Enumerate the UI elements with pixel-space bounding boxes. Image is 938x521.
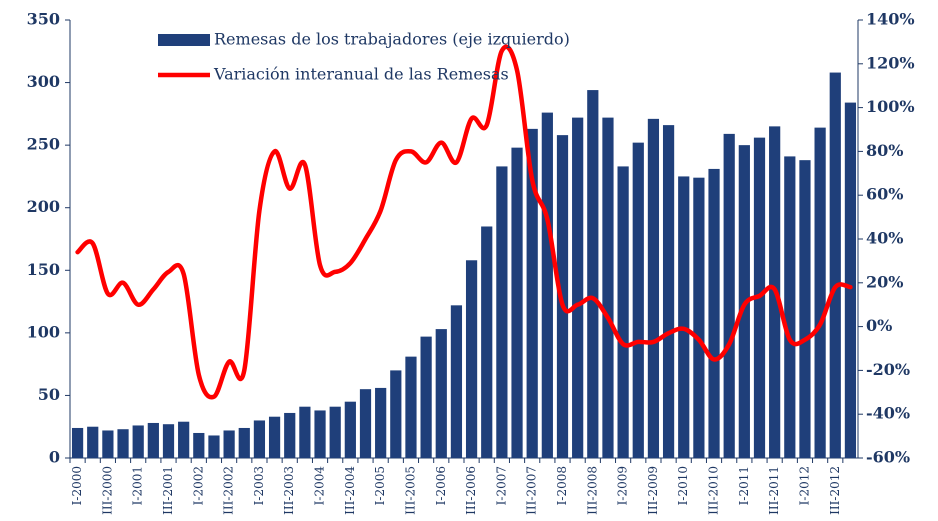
x-tick-label: I-2004 xyxy=(313,466,327,506)
legend-label: Variación interanual de las Remesas xyxy=(213,65,509,84)
bar xyxy=(162,424,175,458)
bar xyxy=(193,432,205,458)
bar xyxy=(71,427,84,458)
x-tick-label: III-2006 xyxy=(464,466,478,515)
bar xyxy=(359,389,372,458)
bar xyxy=(481,226,493,458)
bar xyxy=(253,420,266,458)
x-tick-label: III-2001 xyxy=(161,466,175,515)
x-tick-label: I-2005 xyxy=(373,466,387,505)
bar xyxy=(238,427,250,458)
y2-tick-label: -20% xyxy=(866,360,910,379)
bar xyxy=(223,430,235,458)
bar xyxy=(814,127,826,458)
bar xyxy=(602,117,614,459)
bar xyxy=(450,305,463,458)
bar xyxy=(632,142,644,458)
x-tick-label: I-2012 xyxy=(797,466,811,505)
y-tick-label: 350 xyxy=(27,10,60,29)
x-tick-label: III-2002 xyxy=(222,466,236,515)
y-tick-label: 100 xyxy=(27,322,60,341)
x-tick-label: III-2005 xyxy=(403,466,417,515)
bar xyxy=(390,370,402,458)
bar xyxy=(693,177,705,458)
y2-tick-label: 20% xyxy=(866,272,903,291)
x-tick-label: III-2011 xyxy=(767,466,781,515)
x-tick-label: III-2012 xyxy=(828,466,842,515)
bar xyxy=(102,430,114,458)
bar xyxy=(178,421,190,458)
y-tick-label: 0 xyxy=(49,448,60,467)
bar xyxy=(284,412,296,458)
x-tick-label: I-2009 xyxy=(616,466,630,505)
bar xyxy=(511,147,523,458)
bar xyxy=(617,166,629,458)
bar xyxy=(132,425,144,458)
y2-tick-label: 0% xyxy=(866,316,892,335)
bar xyxy=(375,387,387,458)
y2-tick-label: -40% xyxy=(866,404,910,423)
bar xyxy=(829,72,841,458)
y2-tick-label: 40% xyxy=(866,229,903,248)
x-tick-label: III-2009 xyxy=(646,466,660,515)
bar xyxy=(572,117,584,459)
bar xyxy=(541,112,553,458)
y-tick-label: 200 xyxy=(27,197,60,216)
bar xyxy=(799,160,811,458)
legend-swatch xyxy=(158,34,210,46)
x-tick-label: I-2011 xyxy=(737,466,751,505)
y2-tick-label: 120% xyxy=(866,53,915,72)
bar xyxy=(208,435,220,458)
y2-tick-label: 60% xyxy=(866,185,903,204)
bar xyxy=(844,102,857,458)
legend-label: Remesas de los trabajadores (eje izquier… xyxy=(214,30,570,49)
bar xyxy=(708,168,720,459)
x-tick-label: III-2004 xyxy=(343,466,357,515)
x-tick-label: I-2003 xyxy=(252,466,266,505)
x-tick-label: III-2000 xyxy=(100,466,114,515)
bar xyxy=(465,260,478,458)
x-tick-label: I-2001 xyxy=(131,466,145,505)
x-tick-label: I-2008 xyxy=(555,466,569,505)
bar xyxy=(723,133,735,458)
x-tick-label: I-2007 xyxy=(494,466,508,505)
bar xyxy=(496,166,508,458)
bar xyxy=(87,426,99,458)
x-tick-label: I-2006 xyxy=(434,466,448,505)
line xyxy=(75,44,853,400)
y-tick-label: 300 xyxy=(27,72,60,91)
y-tick-label: 250 xyxy=(27,135,60,154)
bar xyxy=(314,410,326,458)
x-tick-label: I-2002 xyxy=(191,466,205,505)
bar xyxy=(329,406,341,458)
bar xyxy=(435,329,447,458)
y2-tick-label: -60% xyxy=(866,448,910,467)
bar xyxy=(405,356,417,458)
x-tick-label: I-2010 xyxy=(676,466,690,505)
bar xyxy=(784,156,796,459)
bar xyxy=(662,125,675,459)
y-tick-label: 150 xyxy=(27,260,60,279)
x-tick-label: I-2000 xyxy=(70,466,84,505)
bar xyxy=(526,128,538,459)
bar xyxy=(147,422,159,458)
y2-tick-label: 80% xyxy=(866,141,903,160)
x-tick-label: III-2007 xyxy=(525,466,539,515)
bar xyxy=(344,401,356,458)
bar xyxy=(299,406,311,458)
bar xyxy=(268,416,281,458)
bar xyxy=(117,429,129,458)
y-tick-label: 50 xyxy=(38,385,60,404)
bar xyxy=(678,176,690,458)
x-tick-label: III-2008 xyxy=(585,466,599,515)
x-tick-label: III-2010 xyxy=(707,466,721,515)
bar xyxy=(420,336,432,458)
x-tick-label: III-2003 xyxy=(282,466,296,515)
y2-tick-label: 140% xyxy=(866,10,915,29)
y2-tick-label: 100% xyxy=(866,97,915,116)
bar xyxy=(587,90,599,458)
bar xyxy=(647,118,660,458)
